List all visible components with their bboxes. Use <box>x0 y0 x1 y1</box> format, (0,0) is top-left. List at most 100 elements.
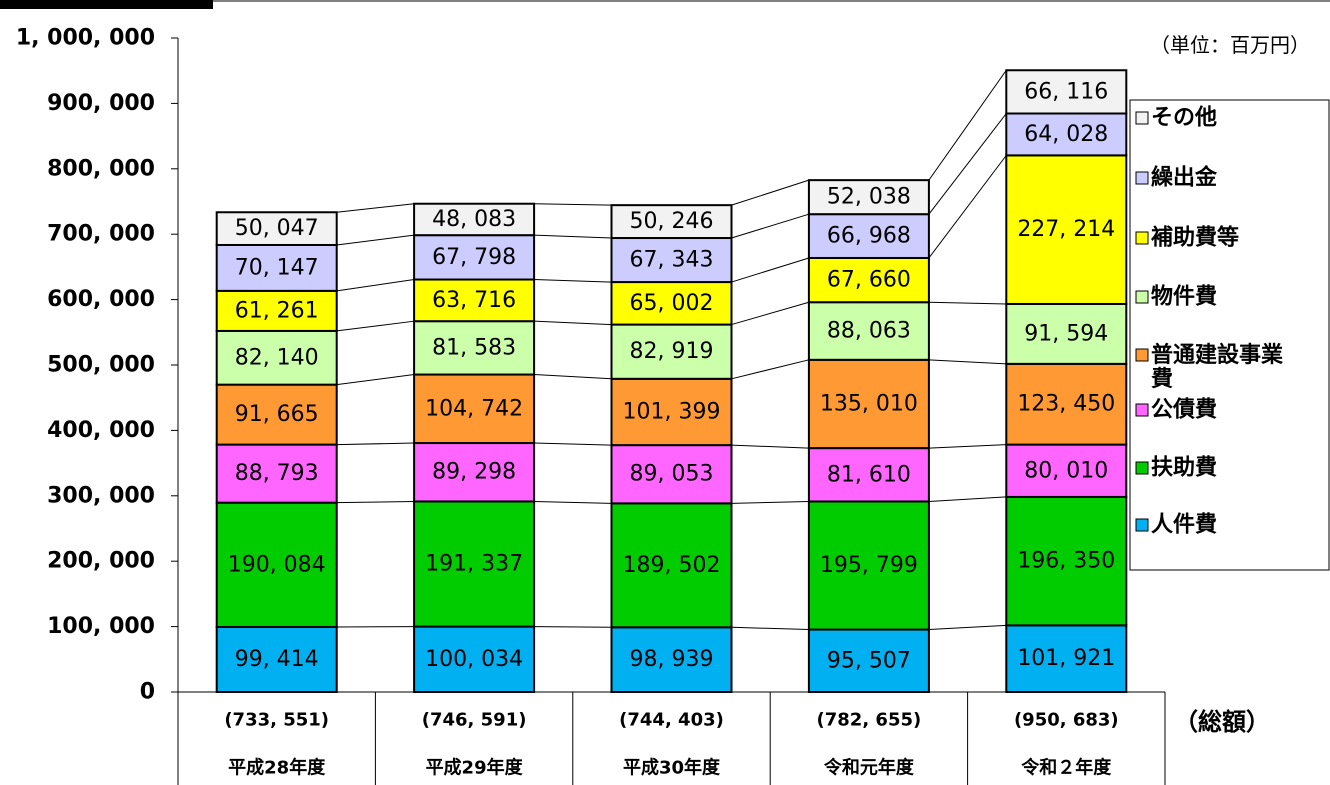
value-label: 50, 047 <box>235 216 319 241</box>
value-label: 67, 798 <box>432 245 516 270</box>
bar-segment <box>610 502 733 629</box>
bar-segment <box>807 301 930 361</box>
legend-label: 普通建設事業費 <box>1151 342 1284 392</box>
bar-segment <box>807 179 930 216</box>
value-label: 89, 053 <box>630 462 714 487</box>
y-tick-label: 1, 000, 000 <box>16 26 155 51</box>
value-label: 189, 502 <box>623 553 721 578</box>
series-connector <box>731 444 809 449</box>
x-tick-label: 平成30年度 <box>623 757 721 779</box>
bar-segment <box>215 329 338 386</box>
series-connector <box>928 301 1007 305</box>
y-tick-label: 900, 000 <box>47 91 155 116</box>
legend-swatch <box>1135 518 1149 532</box>
bar-segment <box>807 628 930 694</box>
value-label: 80, 010 <box>1024 458 1108 483</box>
value-label: 104, 742 <box>425 396 523 421</box>
value-label: 70, 147 <box>235 255 319 280</box>
bar-segment <box>215 289 338 332</box>
legend-label: 公債費 <box>1151 398 1217 423</box>
y-tick-label: 700, 000 <box>47 222 155 247</box>
series-connector <box>336 442 415 446</box>
bar-segment <box>610 444 733 505</box>
bar-segment <box>215 383 338 446</box>
bar-segment <box>215 211 338 246</box>
series-connector <box>928 444 1007 449</box>
value-label: 67, 660 <box>827 268 911 293</box>
bar-segment <box>1005 154 1128 305</box>
series-connector <box>731 179 810 206</box>
series-connector <box>731 301 810 326</box>
legend-label: 扶助費 <box>1151 456 1217 481</box>
value-label: 196, 350 <box>1017 549 1115 574</box>
bar-segment <box>1005 624 1128 694</box>
value-label: 81, 583 <box>432 335 516 360</box>
value-label: 64, 028 <box>1024 122 1108 147</box>
legend-swatch <box>1135 461 1149 475</box>
value-label: 98, 939 <box>630 647 714 672</box>
y-tick-label: 800, 000 <box>47 156 155 181</box>
series-connector <box>928 359 1007 365</box>
series-connector <box>731 626 809 631</box>
y-tick-label: 500, 000 <box>47 353 155 378</box>
series-connector <box>534 203 612 206</box>
value-label: 195, 799 <box>820 553 918 578</box>
legend-label: 人件費 <box>1151 513 1217 538</box>
y-tick-label: 300, 000 <box>47 483 155 508</box>
series-connector <box>928 155 1007 259</box>
x-tick-label: 令和元年度 <box>823 757 915 779</box>
value-label: 81, 610 <box>827 462 911 487</box>
series-connector <box>534 279 612 283</box>
value-label: 190, 084 <box>228 552 326 577</box>
legend-label: 繰出金 <box>1151 165 1218 191</box>
bar-segment <box>413 373 536 445</box>
value-label: 95, 507 <box>827 648 911 673</box>
legend-label: 補助費等 <box>1150 225 1239 251</box>
value-label: 65, 002 <box>630 291 714 316</box>
bar-segment <box>610 237 733 284</box>
value-label: 191, 337 <box>425 552 523 577</box>
value-label: 88, 063 <box>827 319 911 344</box>
bar-segment <box>610 626 733 693</box>
total-label: (782, 655) <box>817 710 922 731</box>
series-connector <box>534 500 612 504</box>
value-label: 100, 034 <box>425 647 523 672</box>
x-tick-label: 平成28年度 <box>228 757 326 779</box>
y-tick-label: 200, 000 <box>47 549 155 574</box>
legend-swatch <box>1135 111 1149 125</box>
value-label: 227, 214 <box>1017 217 1115 242</box>
bar-segment <box>1005 302 1128 365</box>
y-tick-label: 0 <box>140 680 155 705</box>
total-label: (733, 551) <box>224 710 329 731</box>
value-label: 52, 038 <box>827 185 911 210</box>
series-connector <box>731 500 809 504</box>
value-label: 101, 399 <box>623 399 721 424</box>
series-connector <box>336 234 415 246</box>
series-connector <box>534 626 612 628</box>
series-connector <box>928 496 1007 502</box>
value-label: 88, 793 <box>235 461 319 486</box>
value-label: 82, 919 <box>630 339 714 364</box>
total-caption: （総額） <box>1174 708 1270 736</box>
bar-segment <box>413 234 536 281</box>
series-connector <box>534 234 612 239</box>
bar-segment <box>413 500 536 628</box>
value-label: 61, 261 <box>235 298 319 323</box>
total-label: (746, 591) <box>422 710 527 731</box>
value-label: 67, 343 <box>630 248 714 273</box>
bar-segment <box>413 625 536 693</box>
value-label: 48, 083 <box>432 207 516 232</box>
series-connector <box>336 374 415 386</box>
header-tab <box>0 0 213 9</box>
value-label: 66, 968 <box>827 224 911 249</box>
legend-swatch <box>1135 231 1149 245</box>
bar-segment <box>215 443 338 504</box>
x-tick-label: 令和２年度 <box>1020 757 1112 779</box>
unit-note: （単位：百万円） <box>1150 33 1310 57</box>
bar-segment <box>807 447 930 503</box>
value-label: 66, 116 <box>1024 79 1108 104</box>
value-label: 91, 594 <box>1024 321 1108 346</box>
series-connector <box>534 442 612 446</box>
series-connector <box>928 69 1007 181</box>
